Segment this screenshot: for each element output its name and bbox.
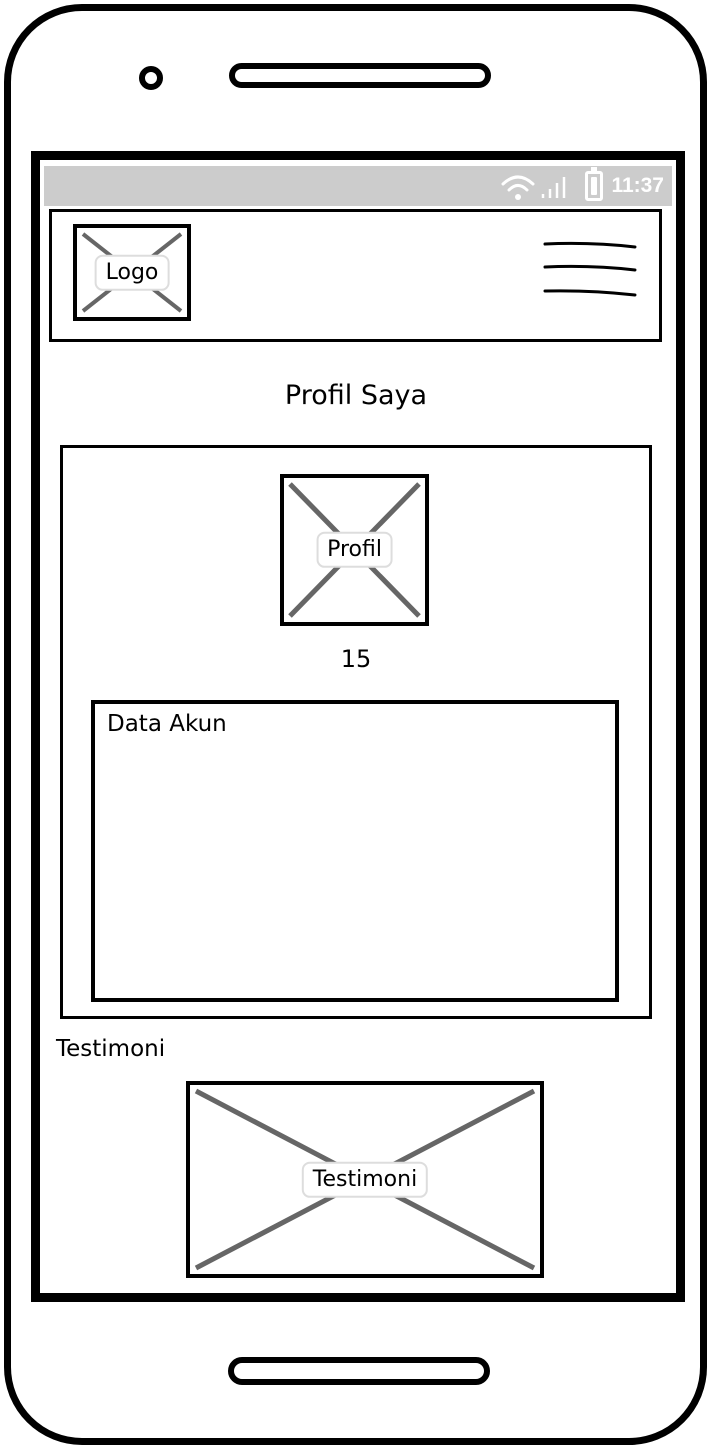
profile-panel [60,445,652,1019]
signal-icon [541,177,566,198]
app-header [49,209,662,342]
testimonial-image-label: Testimoni [301,1161,429,1198]
account-data-label: Data Akun [107,711,227,737]
wifi-icon [501,175,535,200]
status-time: 11:37 [611,174,664,197]
profile-image-label: Profil [316,531,393,569]
profile-value: 15 [340,645,372,673]
testimonial-heading: Testimoni [56,1036,166,1062]
status-bar: 11:37 [44,166,672,206]
battery-icon [585,167,603,201]
camera-icon [139,66,163,90]
logo-label: Logo [94,254,170,291]
page-title: Profil Saya [284,380,428,411]
profile-image-placeholder[interactable]: Profil [280,474,429,626]
testimonial-image-placeholder[interactable]: Testimoni [186,1081,544,1278]
hamburger-menu-icon[interactable] [543,238,637,300]
account-data-section [91,700,619,1002]
speaker-grille [229,63,491,88]
home-button[interactable] [228,1357,490,1385]
logo-placeholder[interactable]: Logo [73,224,191,321]
